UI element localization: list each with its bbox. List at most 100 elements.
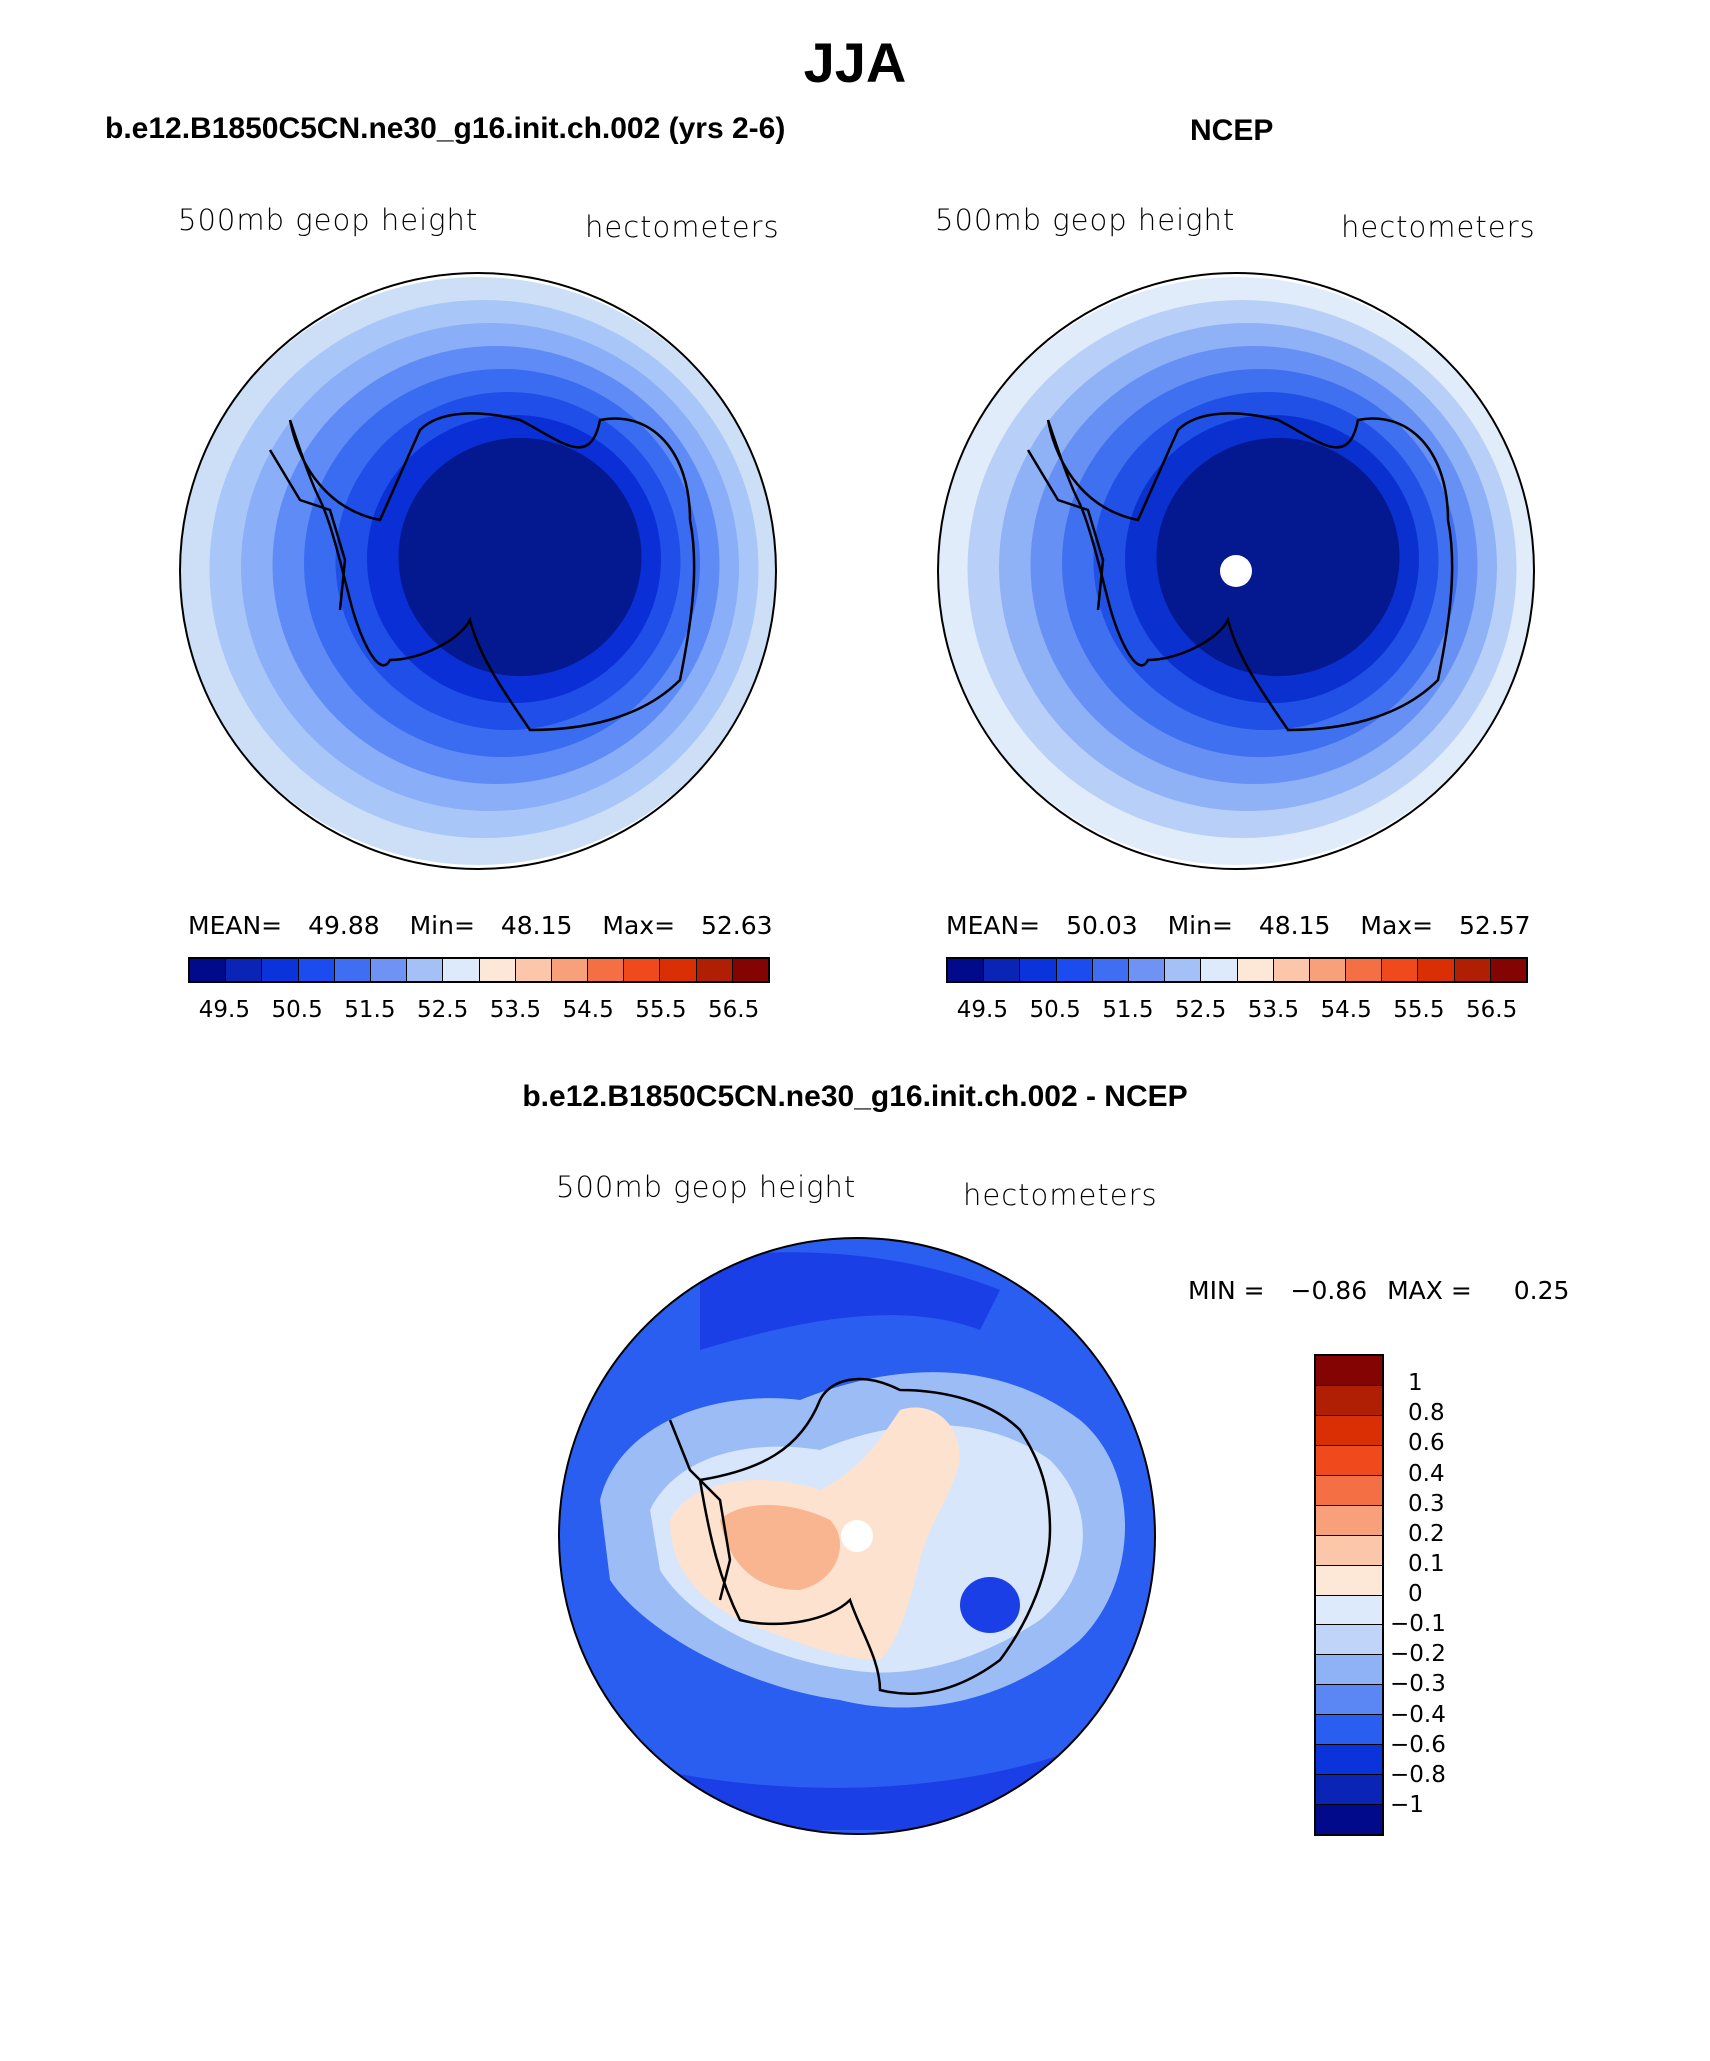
panel1-stats: MEAN= 49.88 Min= 48.15 Max= 52.63 xyxy=(188,911,773,940)
panel1-units-label: hectometers xyxy=(585,210,780,244)
colorbar-swatch-16 xyxy=(1490,959,1526,981)
colorbar-swatch-7 xyxy=(1165,959,1202,981)
diff-minmax: MIN = −0.86 MAX = 0.25 xyxy=(1188,1276,1569,1305)
colorbar-swatch-11 xyxy=(1309,959,1347,981)
colorbar-tick-label: 49.5 xyxy=(198,997,250,1023)
panel1-colorbar xyxy=(188,957,770,983)
colorbar-swatch-14 xyxy=(660,959,697,981)
diff-antarctica-coastline xyxy=(698,1377,1052,1695)
colorbar-tick-label: 53.5 xyxy=(489,997,541,1023)
colorbar-swatch-8 xyxy=(443,959,480,981)
diff-colorbar-tick-label: −0.1 xyxy=(1390,1611,1446,1638)
colorbar-tick-label: 55.5 xyxy=(635,997,687,1023)
diff-colorbar-swatch-11 xyxy=(1316,1655,1382,1686)
panel2-antarctica-coastline xyxy=(1046,412,1454,732)
diff-colorbar-swatch-6 xyxy=(1316,1505,1382,1536)
colorbar-swatch-15 xyxy=(696,959,733,981)
panel2-variable-label: 500mb geop height xyxy=(935,203,1236,237)
colorbar-tick-label: 49.5 xyxy=(956,997,1008,1023)
colorbar-tick-label: 51.5 xyxy=(344,997,396,1023)
panel2-mean-label: MEAN= xyxy=(946,911,1041,940)
panel1-min-label: Min= xyxy=(409,911,475,940)
panel2-units-label: hectometers xyxy=(1341,210,1536,244)
panel2-pole-hole xyxy=(1220,555,1252,587)
figure-season-title: JJA xyxy=(803,31,907,94)
colorbar-swatch-6 xyxy=(370,959,408,981)
diff-colorbar-swatch-12 xyxy=(1316,1685,1382,1716)
diff-colorbar-swatch-1 xyxy=(1316,1356,1382,1386)
colorbar-swatch-1 xyxy=(190,959,227,981)
diff-max-value: 0.25 xyxy=(1513,1276,1570,1305)
colorbar-tick-label: 52.5 xyxy=(1175,997,1227,1023)
diff-min-label: MIN = xyxy=(1188,1276,1265,1305)
diff-colorbar-tick-label: −0.8 xyxy=(1390,1761,1446,1788)
diff-colorbar-tick-label: 0.2 xyxy=(1408,1520,1445,1547)
colorbar-swatch-4 xyxy=(1056,959,1093,981)
colorbar-swatch-9 xyxy=(1237,959,1274,981)
diff-colorbar-swatch-15 xyxy=(1316,1775,1382,1806)
colorbar-swatch-16 xyxy=(732,959,768,981)
colorbar-swatch-14 xyxy=(1418,959,1455,981)
panel1-variable-label: 500mb geop height xyxy=(178,203,479,237)
diff-colorbar-swatch-5 xyxy=(1316,1475,1382,1506)
left-panel-title: b.e12.B1850C5CN.ne30_g16.init.ch.002 (yr… xyxy=(105,112,786,145)
diff-colorbar-tick-label: 0.8 xyxy=(1408,1400,1445,1427)
panel1-colorbar-ticks: 49.5 50.5 51.5 52.5 53.5 54.5 55.5 56.5 xyxy=(188,997,770,1023)
colorbar-tick-label: 50.5 xyxy=(1029,997,1081,1023)
panel2-max-label: Max= xyxy=(1360,911,1434,940)
colorbar-swatch-13 xyxy=(1382,959,1419,981)
colorbar-tick-label: 54.5 xyxy=(1320,997,1372,1023)
colorbar-tick-label: 53.5 xyxy=(1247,997,1299,1023)
diff-colorbar-ticks: 1 0.8 0.6 0.4 0.3 0.2 0.1 0 −0.1 −0.2 −0.3 −0.4 −0.6… xyxy=(1390,0,1514,2061)
colorbar-swatch-4 xyxy=(298,959,335,981)
diff-colorbar-swatch-4 xyxy=(1316,1445,1382,1476)
panel2-stats: MEAN= 50.03 Min= 48.15 Max= 52.57 xyxy=(946,911,1531,940)
colorbar-swatch-1 xyxy=(948,959,985,981)
diff-units-label: hectometers xyxy=(963,1178,1158,1212)
diff-max-label: MAX = xyxy=(1387,1276,1472,1305)
diff-colorbar xyxy=(1314,1354,1384,1836)
panel2-min-label: Min= xyxy=(1167,911,1233,940)
colorbar-tick-label: 50.5 xyxy=(271,997,323,1023)
colorbar-swatch-8 xyxy=(1201,959,1238,981)
diff-colorbar-swatch-9 xyxy=(1316,1595,1382,1626)
colorbar-tick-label: 55.5 xyxy=(1393,997,1445,1023)
diff-colorbar-swatch-8 xyxy=(1316,1565,1382,1596)
diff-colorbar-swatch-3 xyxy=(1316,1415,1382,1446)
colorbar-swatch-3 xyxy=(262,959,299,981)
colorbar-tick-label: 54.5 xyxy=(562,997,614,1023)
colorbar-swatch-10 xyxy=(515,959,552,981)
diff-min-value: −0.86 xyxy=(1290,1276,1368,1305)
colorbar-swatch-13 xyxy=(624,959,661,981)
diff-colorbar-tick-label: −0.2 xyxy=(1390,1641,1446,1668)
colorbar-tick-label: 56.5 xyxy=(1466,997,1518,1023)
panel2-min-value: 48.15 xyxy=(1258,911,1331,940)
panel1-max-label: Max= xyxy=(602,911,676,940)
colorbar-swatch-12 xyxy=(588,959,625,981)
panel1-max-value: 52.63 xyxy=(701,911,773,940)
panel2-colorbar-ticks: 49.5 50.5 51.5 52.5 53.5 54.5 55.5 56.5 xyxy=(946,997,1528,1023)
colorbar-swatch-11 xyxy=(551,959,589,981)
panel1-antarctica-coastline xyxy=(288,412,696,732)
panel2-colorbar xyxy=(946,957,1528,983)
colorbar-swatch-3 xyxy=(1020,959,1057,981)
diff-variable-label: 500mb geop height xyxy=(556,1170,857,1204)
diff-orange-region xyxy=(720,1505,840,1590)
diff-dark-blue-spot xyxy=(960,1577,1020,1633)
diff-colorbar-swatch-14 xyxy=(1316,1745,1382,1776)
colorbar-swatch-5 xyxy=(1092,959,1129,981)
colorbar-swatch-5 xyxy=(334,959,371,981)
contour-ring-8 xyxy=(1156,437,1400,677)
panel1-min-value: 48.15 xyxy=(500,911,573,940)
colorbar-swatch-12 xyxy=(1346,959,1383,981)
diff-colorbar-swatch-2 xyxy=(1316,1385,1382,1416)
diff-colorbar-tick-label: −0.6 xyxy=(1390,1731,1446,1758)
diff-colorbar-swatch-16 xyxy=(1316,1805,1382,1834)
diff-colorbar-tick-label: 0.6 xyxy=(1408,1430,1445,1457)
right-panel-title: NCEP xyxy=(1190,114,1274,147)
colorbar-swatch-15 xyxy=(1454,959,1491,981)
diff-colorbar-tick-label: 0.3 xyxy=(1408,1490,1445,1517)
diff-colorbar-tick-label: 0 xyxy=(1408,1581,1423,1607)
